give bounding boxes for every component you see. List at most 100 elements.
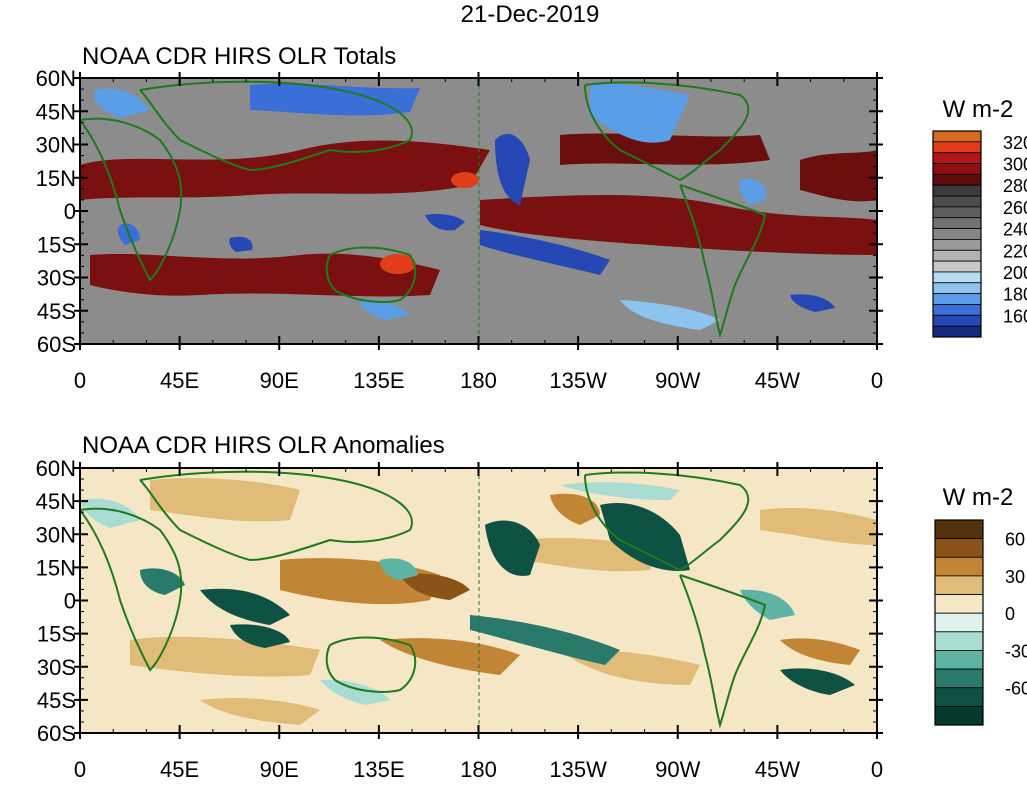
anomalies-colorbar-swatch <box>934 575 984 595</box>
totals-colorbar-label: 260 <box>1003 198 1027 218</box>
anomalies-colorbar-swatch <box>934 612 984 633</box>
totals-coastlines <box>80 80 767 339</box>
totals-colorbar-swatch <box>932 249 982 262</box>
totals-colorbar-swatch <box>932 217 982 229</box>
anomalies-lat-label: 15S <box>37 622 76 647</box>
anomalies-colorbar-swatch <box>934 668 984 689</box>
anomalies-lon-labels: 0 45E 90E 135E 180 135W 90W 45W 0 <box>74 757 883 782</box>
totals-lon-label: 45W <box>755 368 800 393</box>
totals-lat-label: 15S <box>37 232 76 257</box>
totals-colorbar-swatch <box>932 239 982 251</box>
anomalies-lon-label: 90W <box>655 757 700 782</box>
anomalies-lon-label: 135W <box>549 757 607 782</box>
anomalies-lat-label: 45N <box>36 489 76 514</box>
anomalies-panel-title: NOAA CDR HIRS OLR Anomalies <box>82 432 445 459</box>
totals-colorbar-swatch <box>932 184 982 197</box>
anomalies-colorbar-frame <box>934 519 984 726</box>
anomalies-lon-label: 0 <box>74 757 86 782</box>
anomalies-lon-label: 90E <box>260 757 299 782</box>
totals-lat-label: 30S <box>37 266 76 291</box>
anomalies-lat-label: 45S <box>37 688 76 713</box>
totals-panel: NOAA CDR HIRS OLR Totals <box>36 43 1027 393</box>
totals-colorbar: 320300280260240220200180160 <box>932 130 1027 338</box>
totals-panel-title: NOAA CDR HIRS OLR Totals <box>82 43 396 70</box>
anomalies-lat-label: 15N <box>36 555 76 580</box>
totals-lon-label: 180 <box>460 368 497 393</box>
totals-lon-label: 135W <box>549 368 607 393</box>
anomalies-colorbar-swatch <box>934 650 984 670</box>
totals-colorbar-label: 300 <box>1003 155 1027 175</box>
anomalies-colorbar-swatch <box>934 556 984 577</box>
anomalies-lon-label: 45E <box>160 757 199 782</box>
anomalies-colorbar-label: 60 <box>1005 530 1025 550</box>
totals-lat-label: 45S <box>37 299 76 324</box>
totals-colorbar-label: 240 <box>1003 220 1027 240</box>
totals-colorbar-swatch <box>932 195 982 208</box>
totals-lat-label: 60N <box>36 66 76 91</box>
anomalies-lon-label: 180 <box>460 757 497 782</box>
anomalies-colorbar: 60 30 0 -30 -60 <box>934 519 1027 726</box>
totals-colorbar-swatch <box>932 314 982 327</box>
totals-warm-regions <box>80 133 877 297</box>
totals-colorbar-label: 160 <box>1003 306 1027 326</box>
totals-colorbar-label: 280 <box>1003 176 1027 196</box>
totals-colorbar-swatch <box>932 293 982 305</box>
totals-colorbar-label: 200 <box>1003 263 1027 283</box>
totals-lon-label: 90W <box>655 368 700 393</box>
anomalies-colorbar-label: -30 <box>1005 641 1027 661</box>
anomalies-lat-label: 30N <box>36 522 76 547</box>
anomalies-colorbar-label: 30 <box>1005 567 1025 587</box>
totals-lon-label: 135E <box>353 368 404 393</box>
anomalies-map <box>80 468 877 733</box>
totals-colorbar-label: 180 <box>1003 285 1027 305</box>
anomalies-lat-label: 0 <box>64 589 76 614</box>
anomalies-panel: NOAA CDR HIRS OLR Anomalies <box>36 432 1027 782</box>
totals-colorbar-swatch <box>932 260 982 273</box>
totals-map <box>80 78 877 344</box>
anomalies-lon-label: 45W <box>755 757 800 782</box>
anomalies-units-label: W m-2 <box>943 484 1014 511</box>
totals-lat-label: 60S <box>37 332 76 357</box>
totals-colorbar-swatch <box>932 228 982 240</box>
anomalies-colorbar-swatch <box>934 631 984 651</box>
anomalies-negative-regions <box>80 482 855 705</box>
totals-axis-ticks <box>74 72 883 350</box>
anomalies-lat-label: 30S <box>37 655 76 680</box>
totals-lat-label: 30N <box>36 133 76 158</box>
totals-lat-labels: 60N 45N 30N 15N 0 15S 30S 45S 60S <box>36 66 76 357</box>
anomalies-colorbar-label: -60 <box>1005 679 1027 699</box>
totals-colorbar-frame <box>932 130 982 338</box>
totals-colorbar-swatch <box>932 271 982 284</box>
totals-lon-label: 0 <box>74 368 86 393</box>
totals-colorbar-swatch <box>932 173 982 186</box>
totals-colorbar-swatch <box>932 304 982 316</box>
totals-units-label: W m-2 <box>943 96 1014 123</box>
anomalies-lat-label: 60S <box>37 721 76 746</box>
totals-colorbar-swatch <box>932 130 982 143</box>
totals-colorbar-swatch <box>932 282 982 295</box>
anomalies-colorbar-label: 0 <box>1005 604 1015 624</box>
anomalies-lon-label: 0 <box>871 757 883 782</box>
totals-lat-label: 15N <box>36 166 76 191</box>
anomalies-colorbar-swatch <box>934 538 984 558</box>
figure-date-title: 21-Dec-2019 <box>461 1 600 28</box>
anomalies-axis-ticks <box>74 462 883 739</box>
anomalies-lat-labels: 60N 45N 30N 15N 0 15S 30S 45S 60S <box>36 456 76 746</box>
totals-lat-label: 45N <box>36 99 76 124</box>
totals-colorbar-swatch <box>932 206 982 219</box>
totals-colorbar-label: 220 <box>1003 241 1027 261</box>
anomalies-coastlines <box>80 470 767 729</box>
totals-lat-label: 0 <box>64 199 76 224</box>
anomalies-lat-label: 60N <box>36 456 76 481</box>
anomalies-colorbar-swatch <box>934 687 984 707</box>
totals-lon-label: 0 <box>871 368 883 393</box>
totals-lon-label: 45E <box>160 368 199 393</box>
totals-lon-label: 90E <box>260 368 299 393</box>
anomalies-colorbar-swatch <box>934 594 984 614</box>
totals-colorbar-swatch <box>932 141 982 154</box>
anomalies-lon-label: 135E <box>353 757 404 782</box>
totals-lon-labels: 0 45E 90E 135E 180 135W 90W 45W 0 <box>74 368 883 393</box>
totals-colorbar-swatch <box>932 325 982 338</box>
totals-colorbar-label: 320 <box>1003 133 1027 153</box>
anomalies-colorbar-swatch <box>934 519 984 540</box>
